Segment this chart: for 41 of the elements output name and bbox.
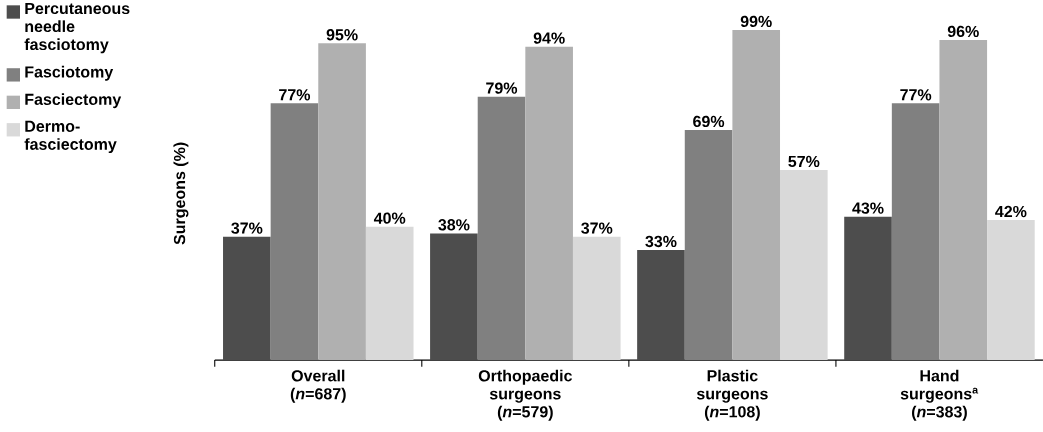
legend-label: Percutaneous needle fasciotomy	[24, 2, 130, 54]
data-label: 95%	[326, 29, 358, 41]
bar	[780, 169, 828, 361]
bar	[684, 129, 733, 361]
y-axis-title: Surgeons (%)	[173, 142, 189, 245]
data-label: 99%	[740, 15, 772, 27]
data-label: 94%	[533, 32, 565, 44]
legend-label: Fasciectomy	[25, 93, 122, 109]
data-label: 57%	[788, 155, 820, 168]
bar	[844, 216, 892, 361]
bar	[637, 250, 685, 361]
data-label: 37%	[581, 222, 613, 234]
bar	[270, 103, 319, 361]
x-tick-label: Orthopaedic surgeons (n=579)	[478, 369, 572, 421]
bar	[891, 103, 940, 361]
data-label: 77%	[900, 89, 932, 101]
data-label: 33%	[645, 235, 677, 248]
data-label: 77%	[279, 89, 311, 101]
category-label: Hand surgeons$^{a}$ (n=383)	[900, 369, 979, 421]
bar	[732, 29, 781, 361]
legend-label: Fasciotomy	[25, 65, 114, 81]
legend-label: Dermo-fasciectomy	[24, 120, 117, 153]
bar	[223, 236, 271, 361]
bar	[939, 39, 988, 361]
bar	[365, 226, 414, 361]
data-label: 37%	[231, 222, 263, 234]
bar	[987, 220, 1035, 361]
data-label: 43%	[852, 202, 884, 214]
data-label: 96%	[947, 25, 979, 37]
bar	[525, 46, 573, 361]
data-label: 69%	[693, 115, 725, 128]
x-tick-label: Overall (n=687)	[290, 369, 346, 403]
data-label: 38%	[438, 219, 470, 231]
bar	[430, 233, 478, 361]
data-label: 40%	[373, 212, 406, 224]
bar	[477, 96, 526, 361]
data-label: 79%	[486, 82, 518, 94]
bar	[572, 236, 621, 361]
data-label: 42%	[995, 205, 1027, 218]
bar	[318, 43, 366, 361]
x-tick-label: Plastic surgeons (n=108)	[696, 369, 768, 421]
